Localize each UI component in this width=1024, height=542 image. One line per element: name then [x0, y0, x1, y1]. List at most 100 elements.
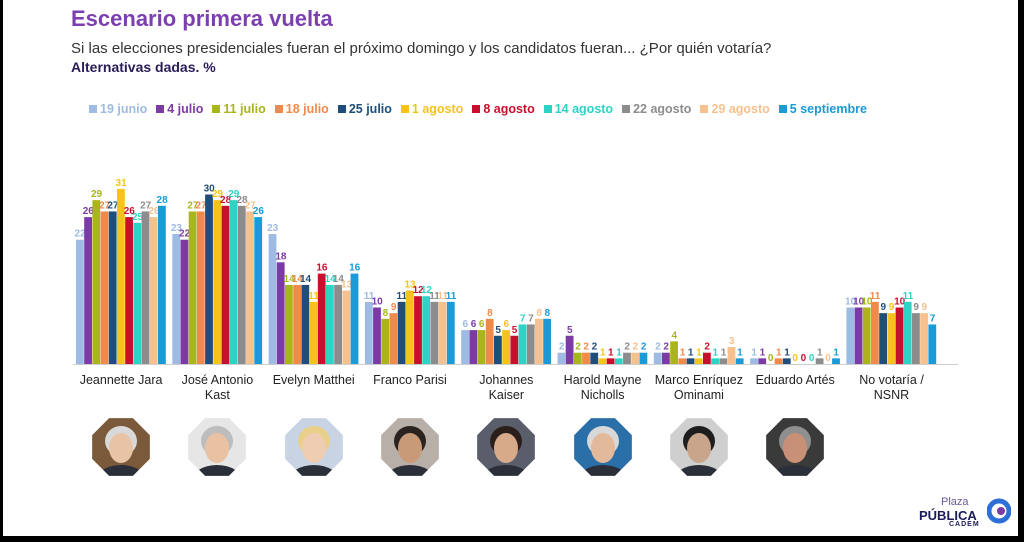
bar: [229, 200, 238, 364]
data-label: 9: [881, 302, 887, 313]
bar: [719, 358, 728, 364]
bar: [158, 205, 166, 364]
bar: [686, 358, 695, 364]
bar: [381, 318, 390, 364]
data-label: 2: [663, 342, 669, 353]
bar: [108, 211, 117, 364]
data-label: 31: [116, 178, 128, 189]
data-label: 1: [784, 347, 790, 358]
bar: [582, 352, 590, 364]
data-label: 10: [894, 297, 906, 308]
legend-swatch: [472, 105, 481, 113]
data-label: 1: [696, 347, 702, 358]
candidate-photo: [668, 416, 730, 478]
data-label: 11: [397, 291, 408, 302]
plaza-publica-cadem-logo: Plaza PÚBLICA CADEM: [919, 496, 1014, 530]
category-label: Evelyn Matthei: [259, 373, 369, 388]
data-label: 1: [608, 347, 614, 358]
data-label: 0: [792, 353, 798, 364]
bar: [414, 296, 422, 364]
data-label: 1: [721, 347, 727, 358]
data-label: 26: [253, 206, 265, 217]
data-label: 22: [179, 229, 191, 240]
candidate-photo: [475, 416, 537, 478]
bar: [871, 301, 879, 364]
bar: [285, 284, 293, 364]
legend-label: 8 agosto: [483, 102, 535, 116]
data-label: 13: [404, 280, 416, 291]
bar: [735, 358, 744, 364]
bar: [518, 324, 527, 364]
bar: [920, 313, 928, 364]
data-label: 9: [922, 302, 928, 313]
bar: [397, 301, 406, 364]
bar: [477, 330, 486, 364]
bar: [276, 262, 285, 364]
category-label-line: Kaiser: [488, 388, 525, 402]
data-label: 14: [325, 274, 337, 285]
data-label: 27: [195, 200, 207, 211]
legend-label: 19 junio: [100, 102, 148, 116]
bar: [430, 301, 439, 364]
data-label: 6: [479, 319, 485, 330]
legend-item: 4 julio: [156, 102, 203, 116]
data-label: 14: [292, 274, 304, 285]
bar: [213, 200, 222, 364]
category-label-line: José Antonio: [181, 373, 254, 387]
legend-label: 14 agosto: [554, 102, 614, 116]
bar: [246, 211, 254, 364]
data-label: 2: [575, 342, 581, 353]
bar: [653, 352, 662, 364]
bar: [92, 200, 101, 364]
legend-label: 18 julio: [285, 102, 329, 116]
bar: [469, 330, 478, 364]
category-label-line: Kast: [204, 388, 230, 402]
candidate-photo: [283, 416, 345, 478]
data-label: 9: [913, 302, 919, 313]
data-label: 14: [333, 274, 345, 285]
bar: [623, 352, 631, 364]
legend-item: 11 julio: [212, 102, 266, 116]
bar: [405, 290, 414, 364]
data-label: 27: [140, 200, 152, 211]
data-label: 8: [383, 308, 389, 319]
bar: [912, 313, 920, 364]
data-label: 2: [641, 342, 647, 353]
bar: [590, 352, 599, 364]
bar: [895, 307, 904, 364]
legend-item: 8 agosto: [472, 102, 535, 116]
data-label: 1: [776, 347, 782, 358]
data-label: 13: [341, 280, 353, 291]
category-label: José Antonio Kast: [162, 373, 272, 403]
data-label: 10: [372, 297, 384, 308]
bar: [903, 301, 912, 364]
bar: [309, 301, 318, 364]
data-label: 29: [91, 189, 103, 200]
data-label: 28: [157, 195, 169, 206]
bar: [342, 290, 351, 364]
data-label: 6: [463, 319, 469, 330]
category-label: No votaría / NSNR: [837, 373, 947, 403]
bar: [543, 318, 551, 364]
bar: [76, 239, 84, 364]
data-label: 6: [471, 319, 477, 330]
candidate-photo: [572, 416, 633, 478]
category-label-line: Marco Enríquez: [654, 373, 743, 387]
data-label: 16: [316, 263, 328, 274]
data-label: 16: [349, 263, 361, 274]
data-label: 1: [713, 347, 719, 358]
bar: [854, 307, 863, 364]
legend-item: 22 agosto: [622, 102, 691, 116]
bar: [670, 341, 678, 364]
data-label: 14: [300, 274, 312, 285]
legend-swatch: [700, 105, 709, 113]
category-label-line: Evelyn Matthei: [272, 373, 355, 387]
bar: [727, 347, 736, 364]
data-label: 26: [83, 206, 95, 217]
bar: [254, 217, 263, 364]
